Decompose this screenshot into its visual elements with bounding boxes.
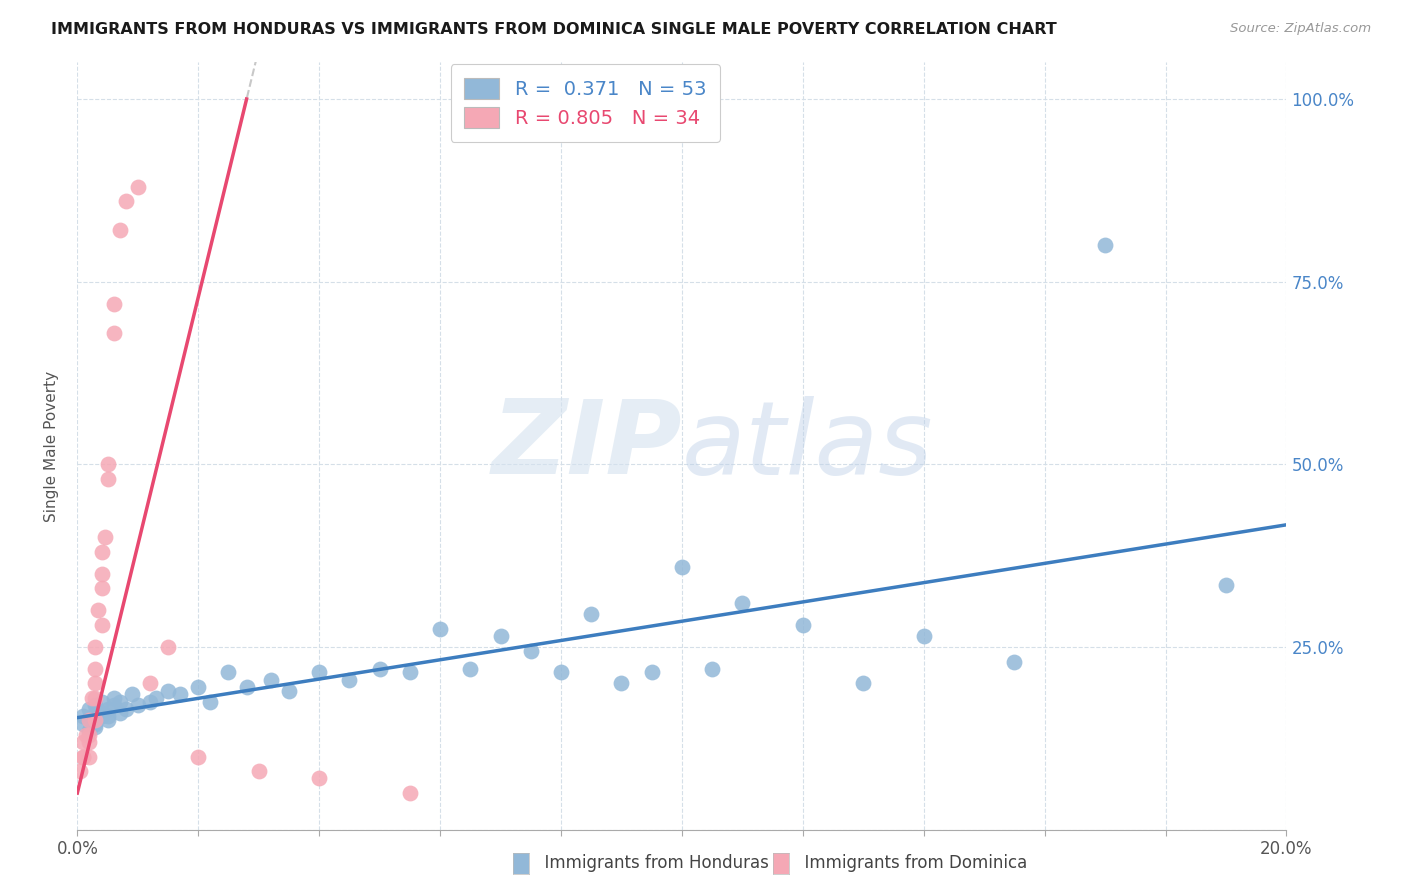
Y-axis label: Single Male Poverty: Single Male Poverty [44, 370, 59, 522]
Point [235, 680, 257, 694]
Point [278, 683, 301, 698]
Point [90, 695, 112, 709]
Point [72, 749, 94, 764]
Point [90, 706, 112, 720]
Point [82, 691, 104, 706]
Point [399, 665, 422, 680]
Point [337, 673, 360, 687]
Point [96, 709, 118, 723]
Point [157, 640, 180, 654]
Point [368, 662, 391, 676]
Point [90, 545, 112, 559]
Point [610, 676, 633, 690]
Point [912, 629, 935, 643]
Point [79, 713, 101, 727]
Text: atlas: atlas [682, 396, 934, 496]
Point [308, 772, 330, 786]
Point [84, 691, 107, 706]
Point [96, 713, 118, 727]
Point [69, 764, 91, 778]
Point [90, 709, 112, 723]
Point [79, 713, 101, 727]
Point [127, 179, 149, 194]
Point [96, 457, 118, 471]
Point [93, 530, 115, 544]
Point [108, 706, 131, 720]
Point [458, 662, 481, 676]
Text: Source: ZipAtlas.com: Source: ZipAtlas.com [1230, 22, 1371, 36]
Point [84, 676, 107, 690]
Point [1215, 578, 1237, 592]
Point [96, 702, 118, 716]
Point [187, 680, 209, 694]
Point [103, 326, 125, 340]
Point [581, 607, 603, 621]
Point [90, 566, 112, 581]
Point [260, 673, 283, 687]
Legend: R =  0.371   N = 53, R = 0.805   N = 34: R = 0.371 N = 53, R = 0.805 N = 34 [450, 64, 720, 142]
Text: IMMIGRANTS FROM HONDURAS VS IMMIGRANTS FROM DOMINICA SINGLE MALE POVERTY CORRELA: IMMIGRANTS FROM HONDURAS VS IMMIGRANTS F… [51, 22, 1056, 37]
Point [200, 695, 222, 709]
Point [103, 691, 125, 706]
Point [84, 716, 107, 731]
Point [218, 665, 240, 680]
Point [90, 618, 112, 632]
Point [127, 698, 149, 713]
Point [792, 618, 814, 632]
Point [87, 603, 110, 617]
Point [79, 702, 101, 716]
Point [103, 296, 125, 310]
Point [84, 662, 107, 676]
Point [72, 749, 94, 764]
Point [114, 194, 136, 209]
Point [399, 786, 422, 800]
Point [84, 640, 107, 654]
Point [84, 720, 107, 734]
Point [114, 702, 136, 716]
Text: ZIP: ZIP [491, 395, 682, 497]
Point [108, 695, 131, 709]
Point [641, 665, 664, 680]
Point [96, 472, 118, 486]
Point [79, 728, 101, 742]
Point [145, 691, 167, 706]
Point [520, 643, 543, 657]
Point [429, 622, 451, 636]
Point [731, 596, 754, 610]
Point [84, 713, 107, 727]
Point [90, 582, 112, 596]
Point [79, 749, 101, 764]
Point [1094, 238, 1116, 252]
Text: Immigrants from Dominica: Immigrants from Dominica [794, 855, 1028, 872]
Point [308, 665, 330, 680]
Point [139, 676, 162, 690]
Point [550, 665, 572, 680]
Point [852, 676, 875, 690]
Point [108, 223, 131, 237]
Point [139, 695, 162, 709]
Point [169, 687, 191, 701]
Point [72, 709, 94, 723]
Point [247, 764, 270, 778]
Point [103, 698, 125, 713]
Point [84, 706, 107, 720]
Point [75, 728, 97, 742]
Point [489, 629, 512, 643]
Point [702, 662, 724, 676]
Point [84, 698, 107, 713]
Point [79, 723, 101, 738]
Point [72, 735, 94, 749]
Point [157, 683, 180, 698]
Point [671, 559, 693, 574]
Text: Immigrants from Honduras: Immigrants from Honduras [534, 855, 769, 872]
Point [187, 749, 209, 764]
Point [1004, 655, 1026, 669]
Point [121, 687, 143, 701]
Point [79, 735, 101, 749]
Point [72, 716, 94, 731]
